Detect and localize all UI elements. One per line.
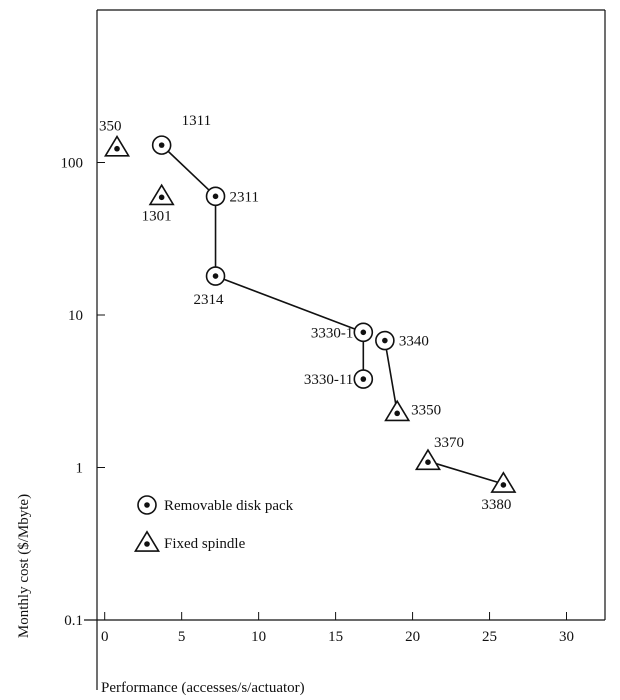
triangle-marker-dot bbox=[158, 194, 165, 201]
circle-marker-dot bbox=[144, 502, 150, 508]
point-label: 3370 bbox=[434, 435, 464, 451]
legend: Removable disk pack Fixed spindle bbox=[133, 495, 294, 552]
data-point-3330-1 bbox=[353, 322, 374, 343]
data-point-1301 bbox=[148, 183, 175, 206]
data-points bbox=[103, 135, 517, 493]
legend-label-removable: Removable disk pack bbox=[164, 498, 294, 514]
x-axis-label: Performance (accesses/s/actuator) bbox=[101, 680, 305, 696]
triangle-marker-dot bbox=[425, 459, 431, 465]
x-tick-label: 5 bbox=[178, 629, 186, 645]
x-tick-label: 15 bbox=[328, 629, 343, 645]
connection-line bbox=[161, 144, 217, 197]
triangle-marker-dot bbox=[114, 145, 120, 152]
point-label: 3330-1 bbox=[311, 325, 354, 341]
point-labels: 1311 2311 2314 3330-1 3330-11 3340 350 1301 3350… bbox=[99, 113, 511, 513]
data-point-3380 bbox=[490, 471, 517, 493]
data-point-3370 bbox=[414, 448, 441, 471]
y-tick-label: 0.1 bbox=[64, 613, 83, 629]
y-axis-label: Monthly cost ($/Mbyte) bbox=[16, 494, 32, 638]
circle-marker-dot bbox=[158, 142, 165, 148]
x-tick-label: 0 bbox=[101, 629, 109, 645]
y-tick-label: 100 bbox=[61, 156, 84, 172]
legend-item-fixed: Fixed spindle bbox=[133, 530, 246, 552]
point-label: 2314 bbox=[194, 292, 225, 308]
point-label: 3350 bbox=[411, 402, 441, 418]
x-tick-label: 20 bbox=[405, 629, 420, 645]
point-label: 3330-11 bbox=[304, 372, 353, 388]
circle-marker-dot bbox=[212, 193, 219, 200]
x-tick-label: 10 bbox=[251, 629, 266, 645]
connection-line bbox=[427, 460, 504, 485]
point-label: 1301 bbox=[142, 208, 172, 224]
data-point-350 bbox=[103, 135, 131, 157]
y-tick-label: 1 bbox=[76, 461, 84, 477]
axes: 0 5 10 15 20 25 30 0.1 1 10 100 bbox=[61, 9, 606, 690]
point-label: 3340 bbox=[399, 334, 429, 350]
data-point-3340 bbox=[375, 330, 395, 351]
data-point-3350 bbox=[384, 399, 411, 422]
x-tick-label: 25 bbox=[482, 629, 497, 645]
circle-marker-dot bbox=[382, 337, 388, 344]
legend-label-fixed: Fixed spindle bbox=[164, 536, 246, 552]
connection-line bbox=[384, 340, 398, 413]
triangle-marker-dot bbox=[394, 410, 400, 417]
legend-item-removable: Removable disk pack bbox=[137, 495, 294, 515]
point-label: 350 bbox=[99, 119, 122, 135]
triangle-marker-dot bbox=[144, 541, 150, 547]
data-point-2314 bbox=[205, 266, 226, 286]
triangle-marker-dot bbox=[500, 482, 507, 488]
point-label: 2311 bbox=[230, 189, 259, 205]
data-point-2311 bbox=[205, 186, 226, 207]
circle-marker-dot bbox=[360, 329, 367, 336]
point-label: 3380 bbox=[481, 497, 511, 513]
point-label: 1311 bbox=[182, 113, 211, 129]
connection-line bbox=[215, 275, 364, 334]
data-point-1311 bbox=[151, 135, 172, 155]
circle-marker-dot bbox=[360, 376, 367, 382]
x-tick-label: 30 bbox=[559, 629, 574, 645]
data-point-3330-11 bbox=[353, 369, 374, 389]
y-tick-label: 10 bbox=[68, 308, 83, 324]
circle-marker-dot bbox=[212, 273, 219, 279]
